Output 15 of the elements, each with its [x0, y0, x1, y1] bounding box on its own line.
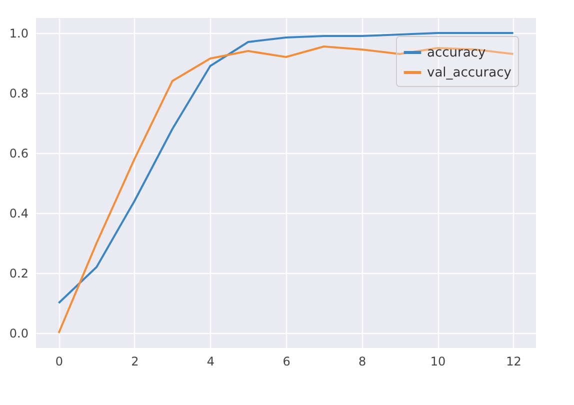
y-tick-label: 1.0 [9, 26, 28, 40]
x-tick-label: 0 [55, 354, 64, 368]
y-tick-label: 0.2 [9, 266, 28, 280]
x-tick-label: 2 [131, 354, 139, 368]
y-tick-label: 0.6 [9, 146, 28, 160]
x-tick-label: 12 [506, 354, 522, 368]
x-tick-label: 10 [430, 354, 446, 368]
x-tick-label: 6 [282, 354, 290, 368]
x-tick-label: 8 [358, 354, 366, 368]
y-tick-label: 0.0 [9, 326, 28, 340]
x-tick-label: 4 [206, 354, 215, 368]
y-tick-label: 0.8 [9, 86, 28, 100]
legend-label: val_accuracy [427, 66, 512, 80]
y-tick-label: 0.4 [9, 206, 28, 220]
legend-label: accuracy [427, 46, 486, 60]
